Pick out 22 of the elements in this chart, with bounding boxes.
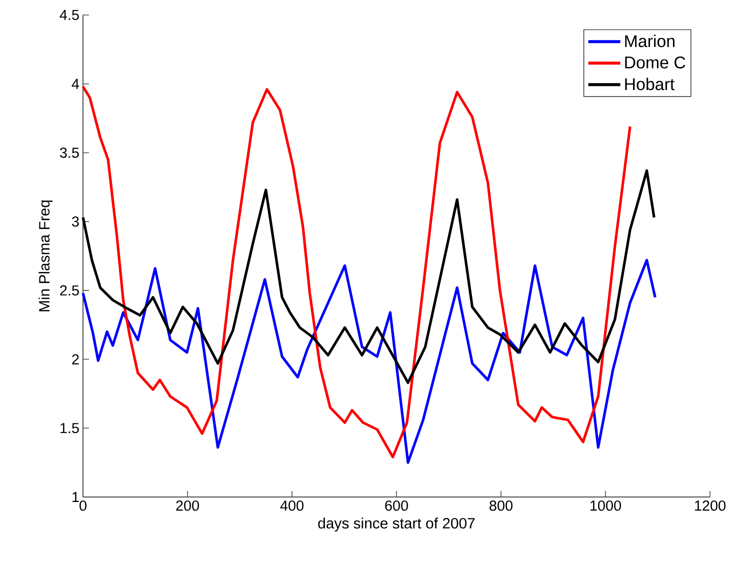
x-axis-title: days since start of 2007 xyxy=(318,518,475,532)
y-tick-label: 3 xyxy=(72,216,79,227)
x-tick-label: 1000 xyxy=(590,500,621,511)
y-tick-label: 1 xyxy=(72,492,79,502)
y-tick-label: 2 xyxy=(72,354,79,364)
legend-label: Marion xyxy=(625,34,674,48)
x-tick-label: 800 xyxy=(490,500,512,511)
y-tick-label: 1.5 xyxy=(60,423,79,434)
line-series xyxy=(82,258,656,464)
y-tick-label: 2.5 xyxy=(60,285,79,296)
y-tick-label: 4 xyxy=(72,78,80,89)
legend-label: Dome C xyxy=(625,56,686,68)
x-tick-label: 200 xyxy=(176,500,199,511)
line-series xyxy=(82,169,656,384)
y-tick-label: 3.5 xyxy=(60,148,79,158)
legend-label: Hobart xyxy=(625,78,674,90)
x-tick-label: 1200 xyxy=(695,500,726,511)
x-tick-label: 600 xyxy=(385,500,408,511)
x-tick-label: 0 xyxy=(80,500,86,511)
y-axis-title: Min Plasma Freq xyxy=(38,200,53,312)
y-tick-label: 4.5 xyxy=(60,10,79,20)
x-tick-label: 400 xyxy=(280,500,304,511)
